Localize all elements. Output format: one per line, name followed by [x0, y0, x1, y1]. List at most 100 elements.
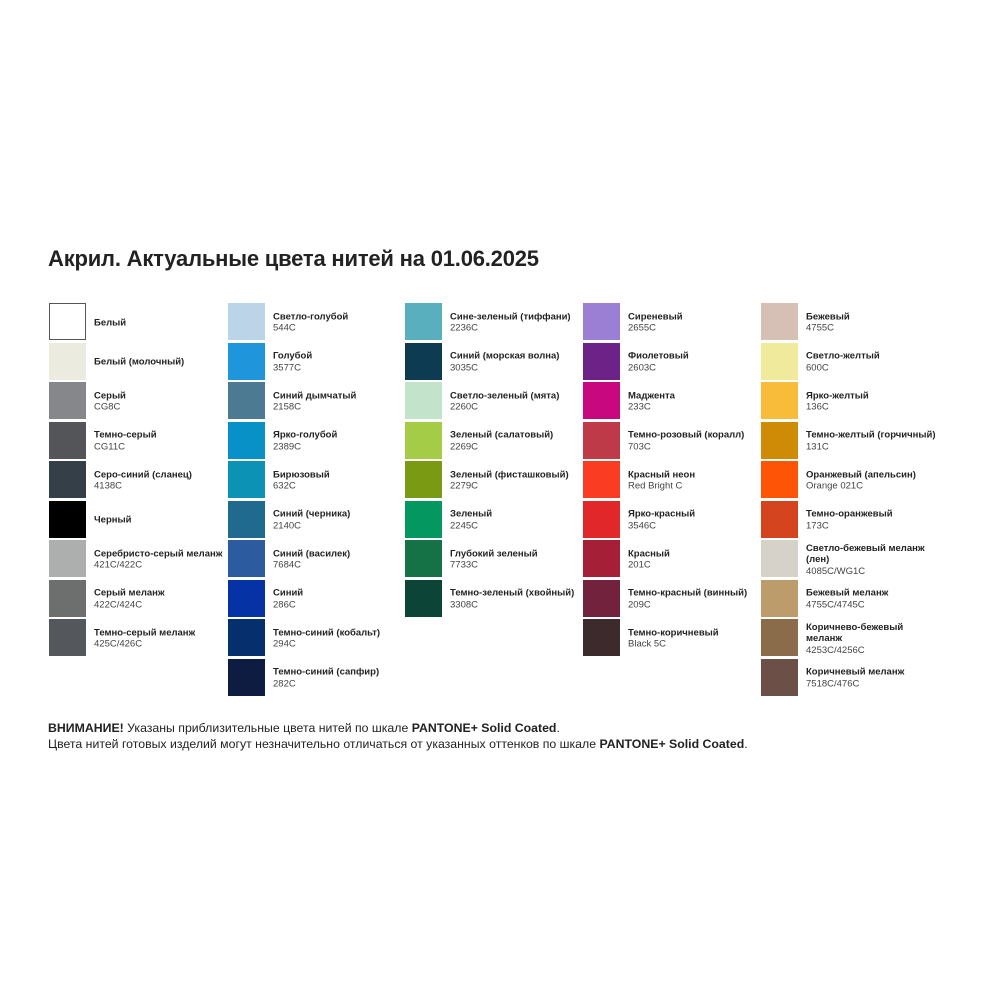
color-name: Темно-розовый (коралл): [628, 429, 745, 441]
color-name: Серебристо-серый меланж: [94, 548, 223, 560]
color-swatch: [49, 461, 86, 498]
color-name: Бежевый: [806, 311, 850, 323]
pantone-code: 2140C: [273, 520, 301, 532]
color-label: Зеленый (фисташковый) 2279C: [450, 469, 569, 492]
color-label: Красный 201C: [628, 548, 670, 571]
color-label: Бежевый 4755C: [806, 311, 850, 334]
color-item: Оранжевый (апельсин) Orange 021C: [761, 461, 939, 501]
color-swatch: [583, 382, 620, 419]
color-swatch: [405, 579, 442, 617]
color-label: Сиреневый 2655C: [628, 311, 683, 334]
color-label: Маджента 233C: [628, 390, 675, 413]
note-scale: PANTONE+ Solid Coated: [411, 721, 557, 735]
pantone-code: 425C/426C: [94, 638, 143, 650]
color-swatch: [405, 461, 442, 498]
color-swatch: [49, 421, 86, 459]
color-label: Серый меланж 422C/424C: [94, 588, 165, 611]
pantone-code: 3546C: [628, 520, 656, 532]
color-item: Серебристо-серый меланж 421C/422C: [49, 540, 227, 580]
color-item: Глубокий зеленый 7733C: [405, 540, 583, 580]
color-swatch: [583, 421, 620, 459]
color-name: Зеленый (фисташковый): [450, 469, 569, 481]
color-name: Черный: [94, 514, 132, 526]
color-swatch: [583, 540, 620, 577]
pantone-code: 3035C: [450, 362, 478, 374]
color-item: Бежевый 4755C: [761, 303, 939, 343]
color-name: Глубокий зеленый: [450, 548, 538, 560]
color-swatch: [405, 421, 442, 459]
pantone-code: 422C/424C: [94, 599, 143, 611]
color-swatch: [761, 619, 798, 656]
color-label: Черный: [94, 515, 131, 527]
color-label: Ярко-желтый 136C: [806, 390, 869, 413]
color-label: Светло-желтый 600C: [806, 351, 880, 374]
color-swatch: [761, 579, 798, 617]
color-name: Зеленый: [450, 508, 493, 520]
color-name: Темно-синий (кобальт): [273, 627, 381, 639]
color-name: Синий дымчатый: [273, 390, 357, 402]
color-name: Красный: [628, 548, 670, 560]
color-swatch: [228, 421, 265, 459]
color-swatch: [761, 342, 798, 380]
color-label: Светло-голубой 544C: [273, 311, 348, 334]
pantone-code: 294C: [273, 638, 296, 650]
pantone-code: 3308C: [450, 599, 478, 611]
pantone-code: 2158C: [273, 401, 301, 413]
color-item: Белый (молочный): [49, 342, 227, 383]
pantone-code: 7684C: [273, 559, 301, 571]
pantone-code: Orange 021C: [806, 480, 864, 492]
color-swatch: [228, 500, 265, 538]
color-name: Ярко-голубой: [273, 429, 338, 441]
color-name: Светло-бежевый меланж (лен): [806, 542, 925, 566]
color-swatch: [761, 303, 798, 340]
color-swatch: [761, 382, 798, 419]
color-swatch: [583, 461, 620, 498]
color-item: Синий (черника) 2140C: [228, 500, 406, 541]
pantone-code: 2245C: [450, 520, 478, 532]
pantone-code: 4253C/4256C: [806, 644, 865, 656]
pantone-code: Red Bright C: [628, 480, 683, 492]
pantone-code: 4755C: [806, 322, 834, 334]
color-name: Белый: [94, 317, 127, 328]
pantone-code: 544C: [273, 322, 296, 334]
color-label: Зеленый 2245C: [450, 509, 492, 532]
color-item: Ярко-красный 3546C: [583, 500, 761, 541]
color-item: Темно-оранжевый 173C: [761, 500, 939, 541]
pantone-code: 2269C: [450, 441, 478, 453]
pantone-code: 2655C: [628, 322, 656, 334]
color-item: Темно-желтый (горчичный) 131C: [761, 421, 939, 462]
color-item: Серый CG8C: [49, 382, 227, 422]
color-name: Оранжевый (апельсин): [806, 469, 916, 481]
color-name: Темно-синий (сапфир): [273, 666, 380, 678]
note-scale: PANTONE+ Solid Coated: [599, 737, 745, 751]
pantone-code: 201C: [628, 559, 651, 571]
color-name: Голубой: [273, 350, 313, 362]
color-item: Серый меланж 422C/424C: [49, 579, 227, 620]
color-name: Зеленый (салатовый): [450, 429, 554, 441]
color-swatch: [405, 382, 442, 419]
color-item: Синий 286C: [228, 579, 406, 620]
color-item: Темно-серый меланж 425C/426C: [49, 619, 227, 659]
color-label: Коричнево-бежевый меланж 4253C/4256C: [806, 622, 939, 657]
color-item: Зеленый (фисташковый) 2279C: [405, 461, 583, 501]
pantone-code: 286C: [273, 599, 296, 611]
pantone-code: CG11C: [94, 441, 125, 453]
pantone-code: 4085C/WG1C: [806, 565, 866, 577]
color-swatch: [228, 382, 265, 419]
note-end: .: [744, 737, 748, 751]
note-text: Цвета нитей готовых изделий могут незнач…: [48, 737, 600, 751]
color-label: Фиолетовый 2603C: [628, 351, 689, 374]
color-swatch: [583, 303, 620, 340]
color-item: Ярко-голубой 2389C: [228, 421, 406, 462]
pantone-code: 282C: [273, 678, 296, 690]
pantone-code: 703C: [628, 441, 651, 453]
color-name: Коричневый меланж: [806, 666, 905, 678]
color-item: Сине-зеленый (тиффани) 2236C: [405, 303, 583, 343]
color-swatch: [49, 342, 86, 380]
color-label: Темно-синий (сапфир) 282C: [273, 667, 379, 690]
palette-column: Сине-зеленый (тиффани) 2236C Синий (морска…: [405, 303, 583, 619]
color-item: Голубой 3577C: [228, 342, 406, 383]
note-line-1: ВНИМАНИЕ! Указаны приблизительные цвета …: [48, 721, 560, 735]
color-swatch: [49, 382, 86, 419]
color-label: Красный неон Red Bright C: [628, 469, 695, 492]
